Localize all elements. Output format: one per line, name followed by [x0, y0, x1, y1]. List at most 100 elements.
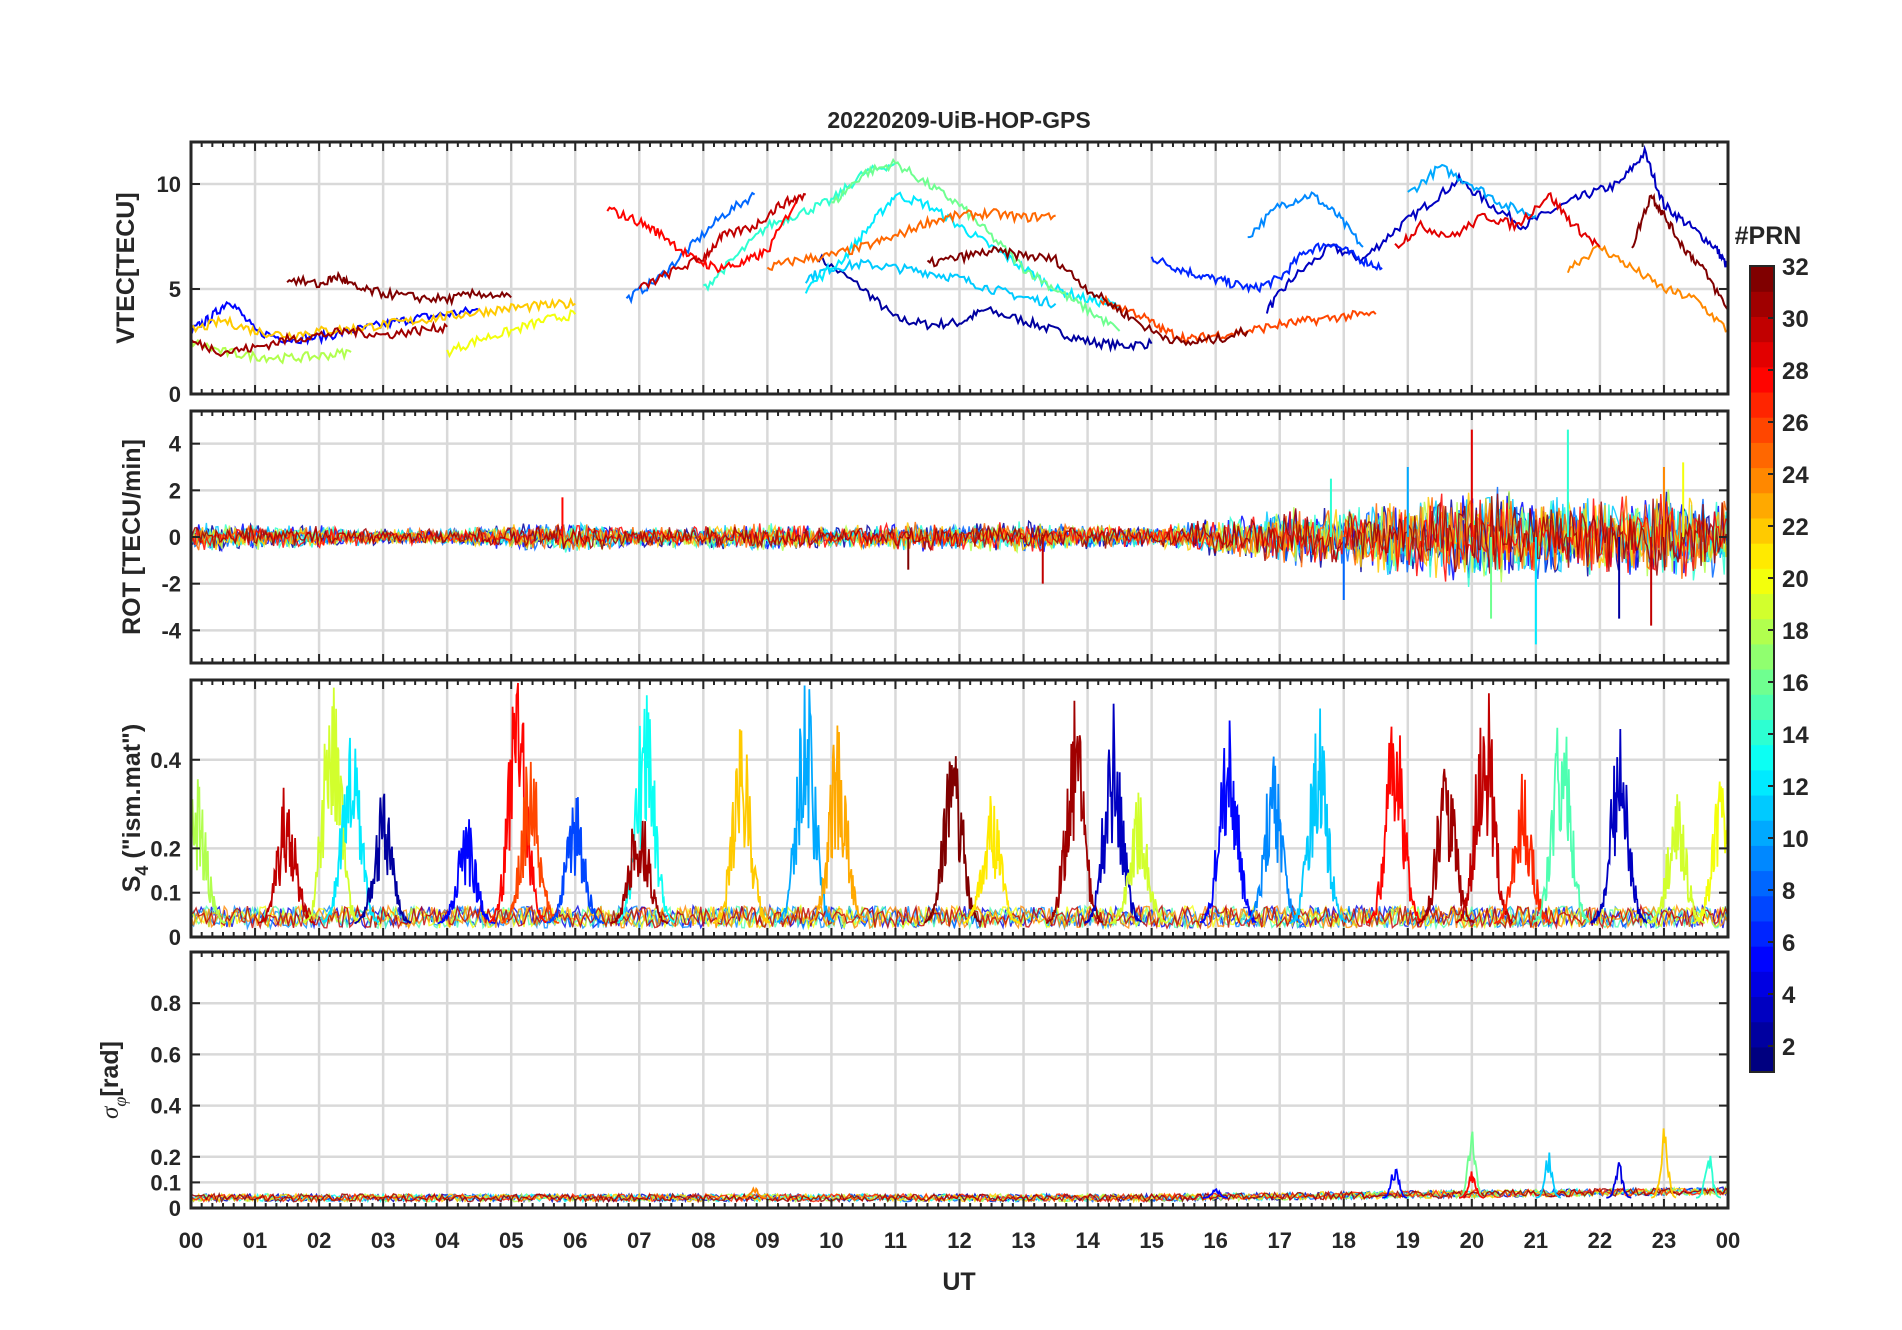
s4-burst-prn-15: [1532, 727, 1590, 924]
vtec-trace-prn-24: [1566, 244, 1728, 333]
colorbar-tick-label: 20: [1782, 566, 1809, 593]
colorbar-swatch-30: [1750, 316, 1774, 343]
s4-burst-prn-28: [1365, 726, 1424, 925]
sigma-spike-prn-22: [1651, 1128, 1677, 1199]
s4-burst-prn-31: [610, 820, 669, 925]
colorbar-swatch-29: [1750, 341, 1774, 368]
colorbar-tick-label: 32: [1782, 254, 1809, 281]
vtec-trace-prn-31: [191, 320, 448, 358]
vtec-ylabel: VTEC[TECU]: [112, 192, 140, 343]
s4-burst-prn-32: [924, 756, 982, 924]
y-tick-label: 0.1: [150, 1170, 181, 1195]
s4-burst-prn-31: [1045, 700, 1104, 925]
colorbar-swatch-12: [1750, 769, 1774, 796]
colorbar-swatch-31: [1750, 291, 1774, 317]
x-tick-label: 05: [499, 1228, 523, 1253]
x-tick-label: 04: [435, 1228, 460, 1253]
rot-trace-prn-31: [191, 493, 1727, 576]
colorbar-tick-label: 24: [1782, 462, 1809, 489]
colorbar-tick-label: 8: [1782, 878, 1795, 905]
s4-burst-prn-12: [321, 737, 380, 924]
x-tick-label: 22: [1588, 1228, 1612, 1253]
sigma-ticks: 00.10.2 0.4 0.6 0.8: [150, 952, 1728, 1221]
s4-burst-prn-28: [488, 682, 548, 924]
x-tick-label: 19: [1396, 1228, 1420, 1253]
rot-ylabel: ROT [TECU/min]: [118, 439, 146, 635]
vtec-trace-prn-9: [1247, 191, 1364, 248]
colorbar-swatch-32: [1750, 266, 1774, 292]
colorbar-swatch-1: [1750, 1046, 1774, 1073]
rot-ticks: -4 -2 0 2 4: [161, 411, 1728, 663]
vtec-grid: [191, 142, 1728, 394]
sigma-spike-prn-5: [1382, 1168, 1408, 1199]
vtec-trace-prn-14: [703, 162, 897, 292]
colorbar-swatch-14: [1750, 719, 1774, 746]
colorbar-swatch-18: [1750, 618, 1774, 645]
vtec-ticks: 0 5 10: [157, 142, 1728, 407]
x-tick-label: 09: [755, 1228, 779, 1253]
s4-burst-prn-18: [191, 779, 227, 924]
x-tick-label: 13: [1011, 1228, 1035, 1253]
colorbar-swatch-3: [1750, 996, 1774, 1023]
sigma-grid: [191, 952, 1728, 1208]
s4-burst-prn-10: [776, 685, 835, 925]
vtec-trace-prn-32: [286, 270, 512, 307]
colorbar-tick-label: 6: [1782, 930, 1795, 957]
s4-burst-prn-26: [501, 761, 560, 925]
s4-traces: [191, 682, 1728, 931]
colorbar-swatch-9: [1750, 845, 1774, 872]
y-tick-label: 5: [169, 277, 181, 302]
x-tick-label: 16: [1203, 1228, 1227, 1253]
x-tick-label: 17: [1267, 1228, 1291, 1253]
s4-ticks: 0 0.1 0.2 0.4: [150, 680, 1728, 950]
colorbar-tick-label: 28: [1782, 358, 1809, 385]
y-tick-label: 0.8: [150, 991, 181, 1016]
s4-burst-prn-20: [1692, 781, 1728, 924]
rot-traces: [191, 429, 1727, 645]
sigma-spike-prn-4: [1606, 1162, 1632, 1199]
x-tick-label: 18: [1332, 1228, 1356, 1253]
vtec-trace-prn-32: [1631, 192, 1728, 311]
x-tick-label: 12: [947, 1228, 971, 1253]
colorbar-swatch-11: [1750, 794, 1774, 821]
colorbar-tick-label: 4: [1782, 982, 1796, 1009]
x-tick-label: 02: [307, 1228, 331, 1253]
y-tick-label: -4: [161, 618, 181, 643]
s4-burst-prn-23: [808, 725, 867, 924]
vtec-trace-prn-10: [1407, 163, 1537, 220]
s4-burst-prn-19: [1647, 794, 1706, 924]
vtec-trace-prn-25: [766, 206, 1056, 272]
s4-burst-prn-3: [1084, 703, 1142, 924]
colorbar-swatch-24: [1750, 467, 1774, 494]
colorbar-tick-label: 16: [1782, 670, 1809, 697]
vtec-trace-prn-6: [1150, 242, 1383, 294]
colorbar-swatch-5: [1750, 946, 1774, 972]
colorbar-swatch-17: [1750, 643, 1774, 670]
y-tick-label: 0: [169, 925, 181, 950]
panel-vtec: 0 5 10 VTEC[TECU]: [112, 140, 1730, 407]
y-tick-label: 10: [157, 172, 181, 197]
s4-burst-prn-22: [712, 729, 771, 925]
x-tick-label: 20: [1460, 1228, 1484, 1253]
vtec-trace-prn-16: [831, 157, 1121, 332]
s4-burst-prn-5: [1199, 720, 1257, 924]
colorbar-tick-label: 18: [1782, 618, 1809, 645]
x-axis-label: UT: [942, 1268, 975, 1296]
sigma-baseline-prn-31: [191, 1186, 1728, 1204]
s4-grid: [191, 680, 1728, 937]
colorbar-swatch-10: [1750, 820, 1774, 846]
figure-title: 20220209-UiB-HOP-GPS: [827, 107, 1090, 133]
panel-sigma-phi: 00.10.2 0.4 0.6 0.8 σφ[rad]: [96, 950, 1730, 1221]
y-tick-label: 0.2: [150, 836, 181, 861]
colorbar-swatch-20: [1750, 568, 1774, 595]
vtec-trace-prn-32: [926, 245, 1249, 347]
colorbar-swatch-15: [1750, 694, 1774, 720]
rot-trace-prn-25: [191, 495, 1727, 579]
y-tick-label: 0.6: [150, 1042, 181, 1067]
y-tick-label: 0.4: [150, 1094, 181, 1119]
sigma-spike-prn-16: [1458, 1131, 1485, 1199]
s4-burst-prn-5: [437, 819, 496, 925]
vtec-trace-prn-26: [1099, 294, 1377, 346]
y-tick-label: 4: [169, 432, 182, 457]
